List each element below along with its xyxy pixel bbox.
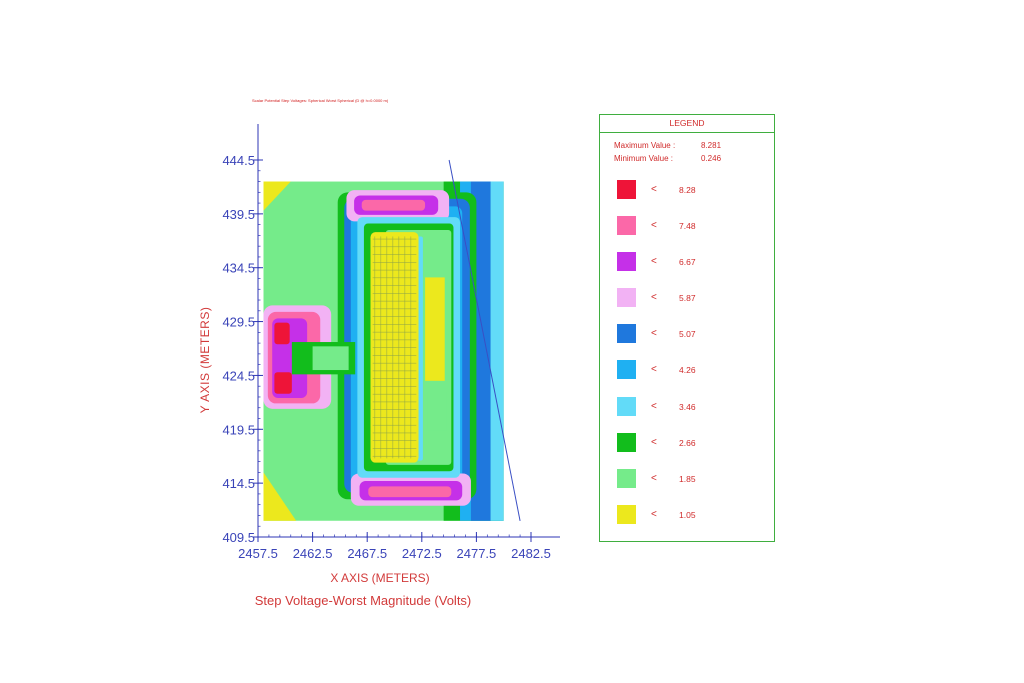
legend-value: 6.67 — [679, 257, 696, 268]
grid-mesh-lines — [372, 236, 417, 459]
legend-value: 7.48 — [679, 221, 696, 232]
x-tick-label: 2467.5 — [347, 546, 387, 561]
heatmap-east-strip — [427, 391, 447, 431]
legend-less-than: < — [651, 508, 657, 520]
x-tick-label: 2482.5 — [511, 546, 551, 561]
y-tick-label: 424.5 — [222, 368, 255, 383]
legend-swatch — [617, 180, 636, 199]
heatmap-top-bar — [361, 199, 426, 211]
legend-value: 1.85 — [679, 473, 696, 484]
axes: 444.5 439.5 434.5 429.5 424.5 419.5 414.5 409.5… — [222, 124, 560, 561]
heatmap-west-u-core — [312, 346, 349, 371]
legend-less-than: < — [651, 328, 657, 340]
y-tick-label: 409.5 — [222, 530, 255, 545]
y-tick-label: 429.5 — [222, 315, 255, 330]
legend-value: 1.05 — [679, 509, 696, 520]
y-tick-label: 444.5 — [222, 153, 255, 168]
legend: LEGEND Maximum Value : 8.281 Minimum Val… — [599, 114, 775, 542]
legend-value: 5.07 — [679, 329, 696, 340]
legend-less-than: < — [651, 436, 657, 448]
heatmap-hotspot-north — [274, 322, 290, 345]
min-value: 0.246 — [701, 154, 722, 163]
legend-swatch — [617, 504, 636, 524]
reference-line — [448, 159, 521, 521]
legend-swatch — [617, 324, 636, 344]
y-tick-label: 439.5 — [222, 207, 255, 222]
x-tick-label: 2457.5 — [238, 546, 278, 561]
y-tick-label: 414.5 — [222, 476, 255, 491]
legend-less-than: < — [651, 364, 657, 376]
legend-swatch — [617, 432, 636, 452]
min-value-label: Minimum Value : — [614, 154, 673, 163]
chart-subtitle: Scalar Potential Step Voltages: Spherica… — [252, 98, 389, 103]
heatmap-hotspot-south — [274, 372, 292, 394]
legend-value: 3.46 — [679, 401, 696, 412]
heatmap-bottom-bar — [368, 486, 452, 498]
x-tick-label: 2462.5 — [293, 546, 333, 561]
y-axis-label: Y AXIS (METERS) — [198, 306, 212, 414]
legend-less-than: < — [651, 220, 657, 232]
legend-swatch — [617, 216, 636, 236]
heatmap-area — [263, 181, 504, 521]
chart-title: Step Voltage-Worst Magnitude (Volts) — [254, 593, 472, 608]
heatmap-corner-sw — [263, 472, 297, 521]
legend-less-than: < — [651, 256, 657, 268]
y-tick-label: 419.5 — [222, 422, 255, 437]
legend-swatch — [617, 288, 636, 308]
legend-value: 5.87 — [679, 293, 696, 304]
legend-less-than: < — [651, 292, 657, 304]
x-tick-label: 2472.5 — [402, 546, 442, 561]
legend-title: LEGEND — [600, 115, 774, 133]
heatmap-corner-nw — [263, 181, 291, 211]
legend-value: 2.66 — [679, 437, 696, 448]
heatmap-east-strip — [425, 277, 445, 381]
legend-swatch — [617, 396, 636, 416]
legend-less-than: < — [651, 400, 657, 412]
legend-value: 4.26 — [679, 365, 696, 376]
y-tick-label: 434.5 — [222, 261, 255, 276]
x-axis-label: X AXIS (METERS) — [330, 571, 430, 585]
legend-value: 8.28 — [679, 185, 696, 195]
x-tick-label: 2477.5 — [457, 546, 497, 561]
legend-swatch — [617, 360, 636, 380]
legend-less-than: < — [651, 184, 657, 195]
max-value-label: Maximum Value : — [614, 141, 676, 150]
legend-swatch — [617, 252, 636, 272]
legend-swatch — [617, 468, 636, 488]
legend-less-than: < — [651, 472, 657, 484]
max-value: 8.281 — [701, 141, 722, 150]
heatmap-east-band — [490, 181, 504, 521]
